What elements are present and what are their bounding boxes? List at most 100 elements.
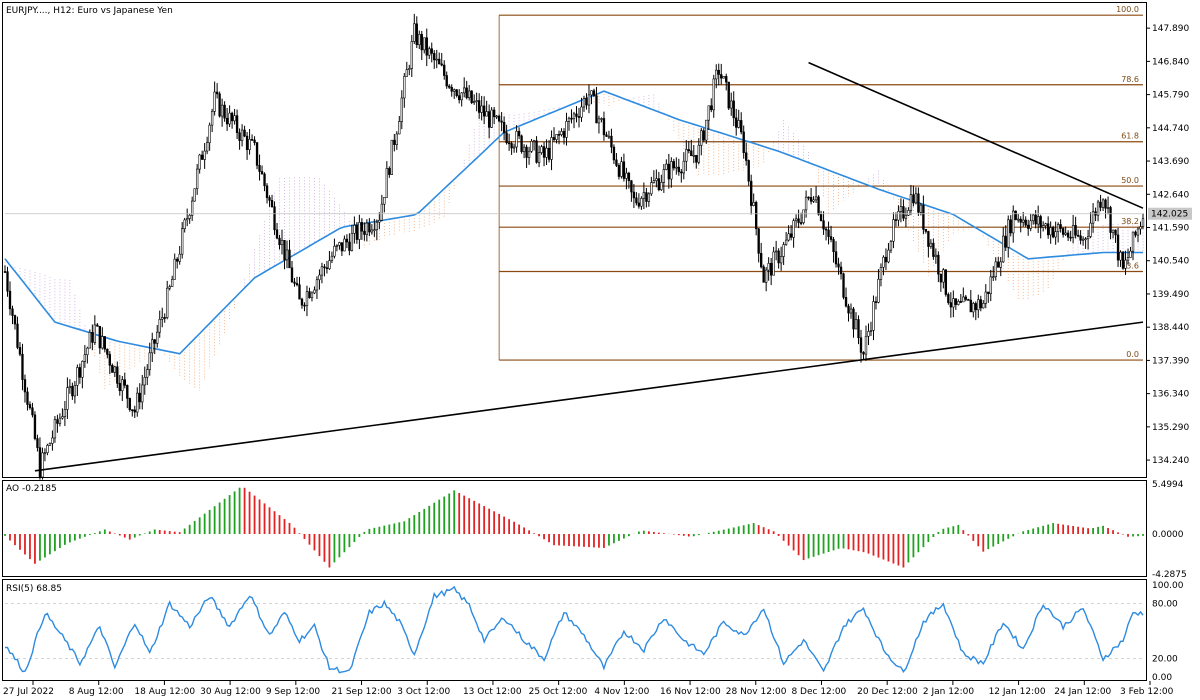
candle-body — [1049, 227, 1052, 236]
candle-body — [136, 392, 139, 413]
candle-body — [96, 324, 99, 327]
time-tick-label: 13 Oct 12:00 — [463, 687, 522, 697]
candle-body — [430, 48, 433, 54]
candle-body — [26, 391, 29, 405]
candle-body — [378, 219, 381, 223]
candle-body — [108, 354, 111, 366]
candle-body — [864, 335, 868, 355]
candle-body — [670, 161, 673, 180]
candle-body — [425, 37, 428, 56]
candle-body — [66, 387, 69, 410]
price-tick-label: 147.890 — [1152, 24, 1189, 34]
candle-body — [1009, 219, 1012, 234]
candle-body — [794, 218, 798, 221]
candle-body — [158, 318, 161, 333]
candle-body — [1056, 224, 1060, 232]
candle-body — [789, 233, 793, 238]
candle-body — [917, 193, 920, 213]
candle-body — [987, 291, 990, 294]
candle-body — [525, 146, 528, 158]
candle-body — [944, 269, 948, 295]
candle-body — [151, 339, 154, 354]
candle-body — [1121, 251, 1125, 269]
rsi-tick-label: 0.00 — [1152, 673, 1172, 683]
candle-body — [103, 336, 106, 350]
candle-body — [740, 120, 743, 133]
candle-body — [572, 113, 576, 120]
candle-body — [348, 241, 351, 251]
candle-body — [552, 137, 556, 140]
candle-body — [375, 221, 379, 231]
candle-body — [602, 118, 606, 136]
candle-body — [33, 414, 37, 439]
rsi-line — [5, 585, 1144, 674]
candle-body — [1071, 225, 1075, 238]
candle-body — [435, 58, 438, 61]
candle-body — [438, 58, 441, 65]
candle-body — [685, 149, 688, 162]
candle-body — [128, 398, 131, 410]
candle-body — [163, 317, 166, 319]
candle-body — [759, 253, 763, 268]
candle-body — [1111, 229, 1115, 233]
candle-body — [727, 81, 730, 109]
price-tick-label: 138.440 — [1152, 323, 1189, 333]
candle-body — [909, 194, 913, 211]
candle-body — [532, 140, 536, 143]
rsi-tick-label: 100.00 — [1152, 581, 1184, 591]
candle-body — [972, 303, 975, 313]
candle-body — [240, 129, 244, 141]
candle-body — [268, 197, 271, 201]
candle-body — [722, 76, 725, 79]
candle-body — [315, 279, 319, 291]
candle-body — [186, 218, 189, 221]
candle-body — [370, 229, 374, 233]
candle-body — [41, 452, 44, 478]
candle-body — [914, 193, 918, 204]
candle-body — [660, 182, 663, 191]
candle-body — [36, 438, 39, 448]
time-tick-label: 3 Feb 12:00 — [1120, 687, 1174, 697]
chart-title: EURJPY...., H12: Euro vs Japanese Yen — [6, 6, 173, 16]
candle-body — [777, 250, 780, 264]
candle-body — [997, 261, 1000, 268]
candle-body — [747, 160, 750, 182]
candle-body — [200, 154, 204, 160]
candle-body — [1104, 199, 1107, 209]
candle-body — [964, 296, 967, 300]
candle-body — [330, 255, 334, 261]
rsi-label: RSI(5) 68.85 — [6, 584, 62, 594]
candle-body — [717, 69, 720, 75]
candle-body — [502, 122, 506, 134]
candle-body — [210, 111, 214, 126]
candle-body — [605, 134, 608, 137]
candle-body — [982, 303, 985, 309]
candle-body — [570, 117, 573, 120]
candle-body — [1004, 235, 1007, 248]
candle-body — [650, 182, 653, 195]
candle-body — [515, 130, 518, 148]
candle-body — [757, 228, 760, 254]
candle-body — [924, 229, 928, 232]
fib-label: 0.0 — [1126, 350, 1139, 359]
candle-body — [101, 336, 104, 349]
candle-body — [358, 222, 361, 240]
candle-body — [338, 242, 341, 246]
candle-body — [497, 115, 501, 122]
candle-body — [18, 347, 22, 355]
candle-body — [844, 297, 848, 307]
candle-body — [857, 319, 860, 339]
candle-body — [742, 131, 745, 154]
candle-body — [223, 104, 226, 119]
candle-body — [919, 204, 923, 213]
candle-body — [215, 91, 219, 95]
candle-body — [53, 419, 57, 439]
candle-body — [1069, 236, 1072, 239]
candle-body — [293, 281, 296, 284]
candle-body — [178, 253, 181, 262]
time-tick-label: 4 Nov 12:00 — [594, 687, 649, 697]
candle-body — [867, 331, 870, 337]
rsi-tick-label: 20.00 — [1152, 655, 1178, 665]
candle-body — [575, 113, 578, 117]
candle-body — [203, 150, 206, 160]
